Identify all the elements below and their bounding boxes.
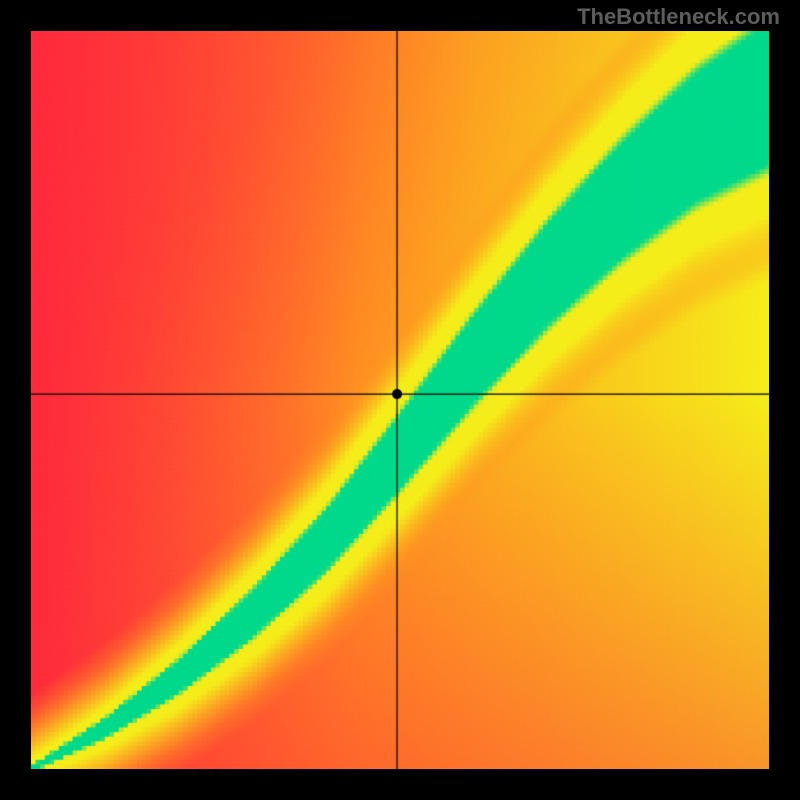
- chart-container: TheBottleneck.com: [0, 0, 800, 800]
- heatmap-canvas: [31, 31, 769, 769]
- heatmap-plot: [31, 31, 769, 769]
- watermark-text: TheBottleneck.com: [577, 4, 780, 30]
